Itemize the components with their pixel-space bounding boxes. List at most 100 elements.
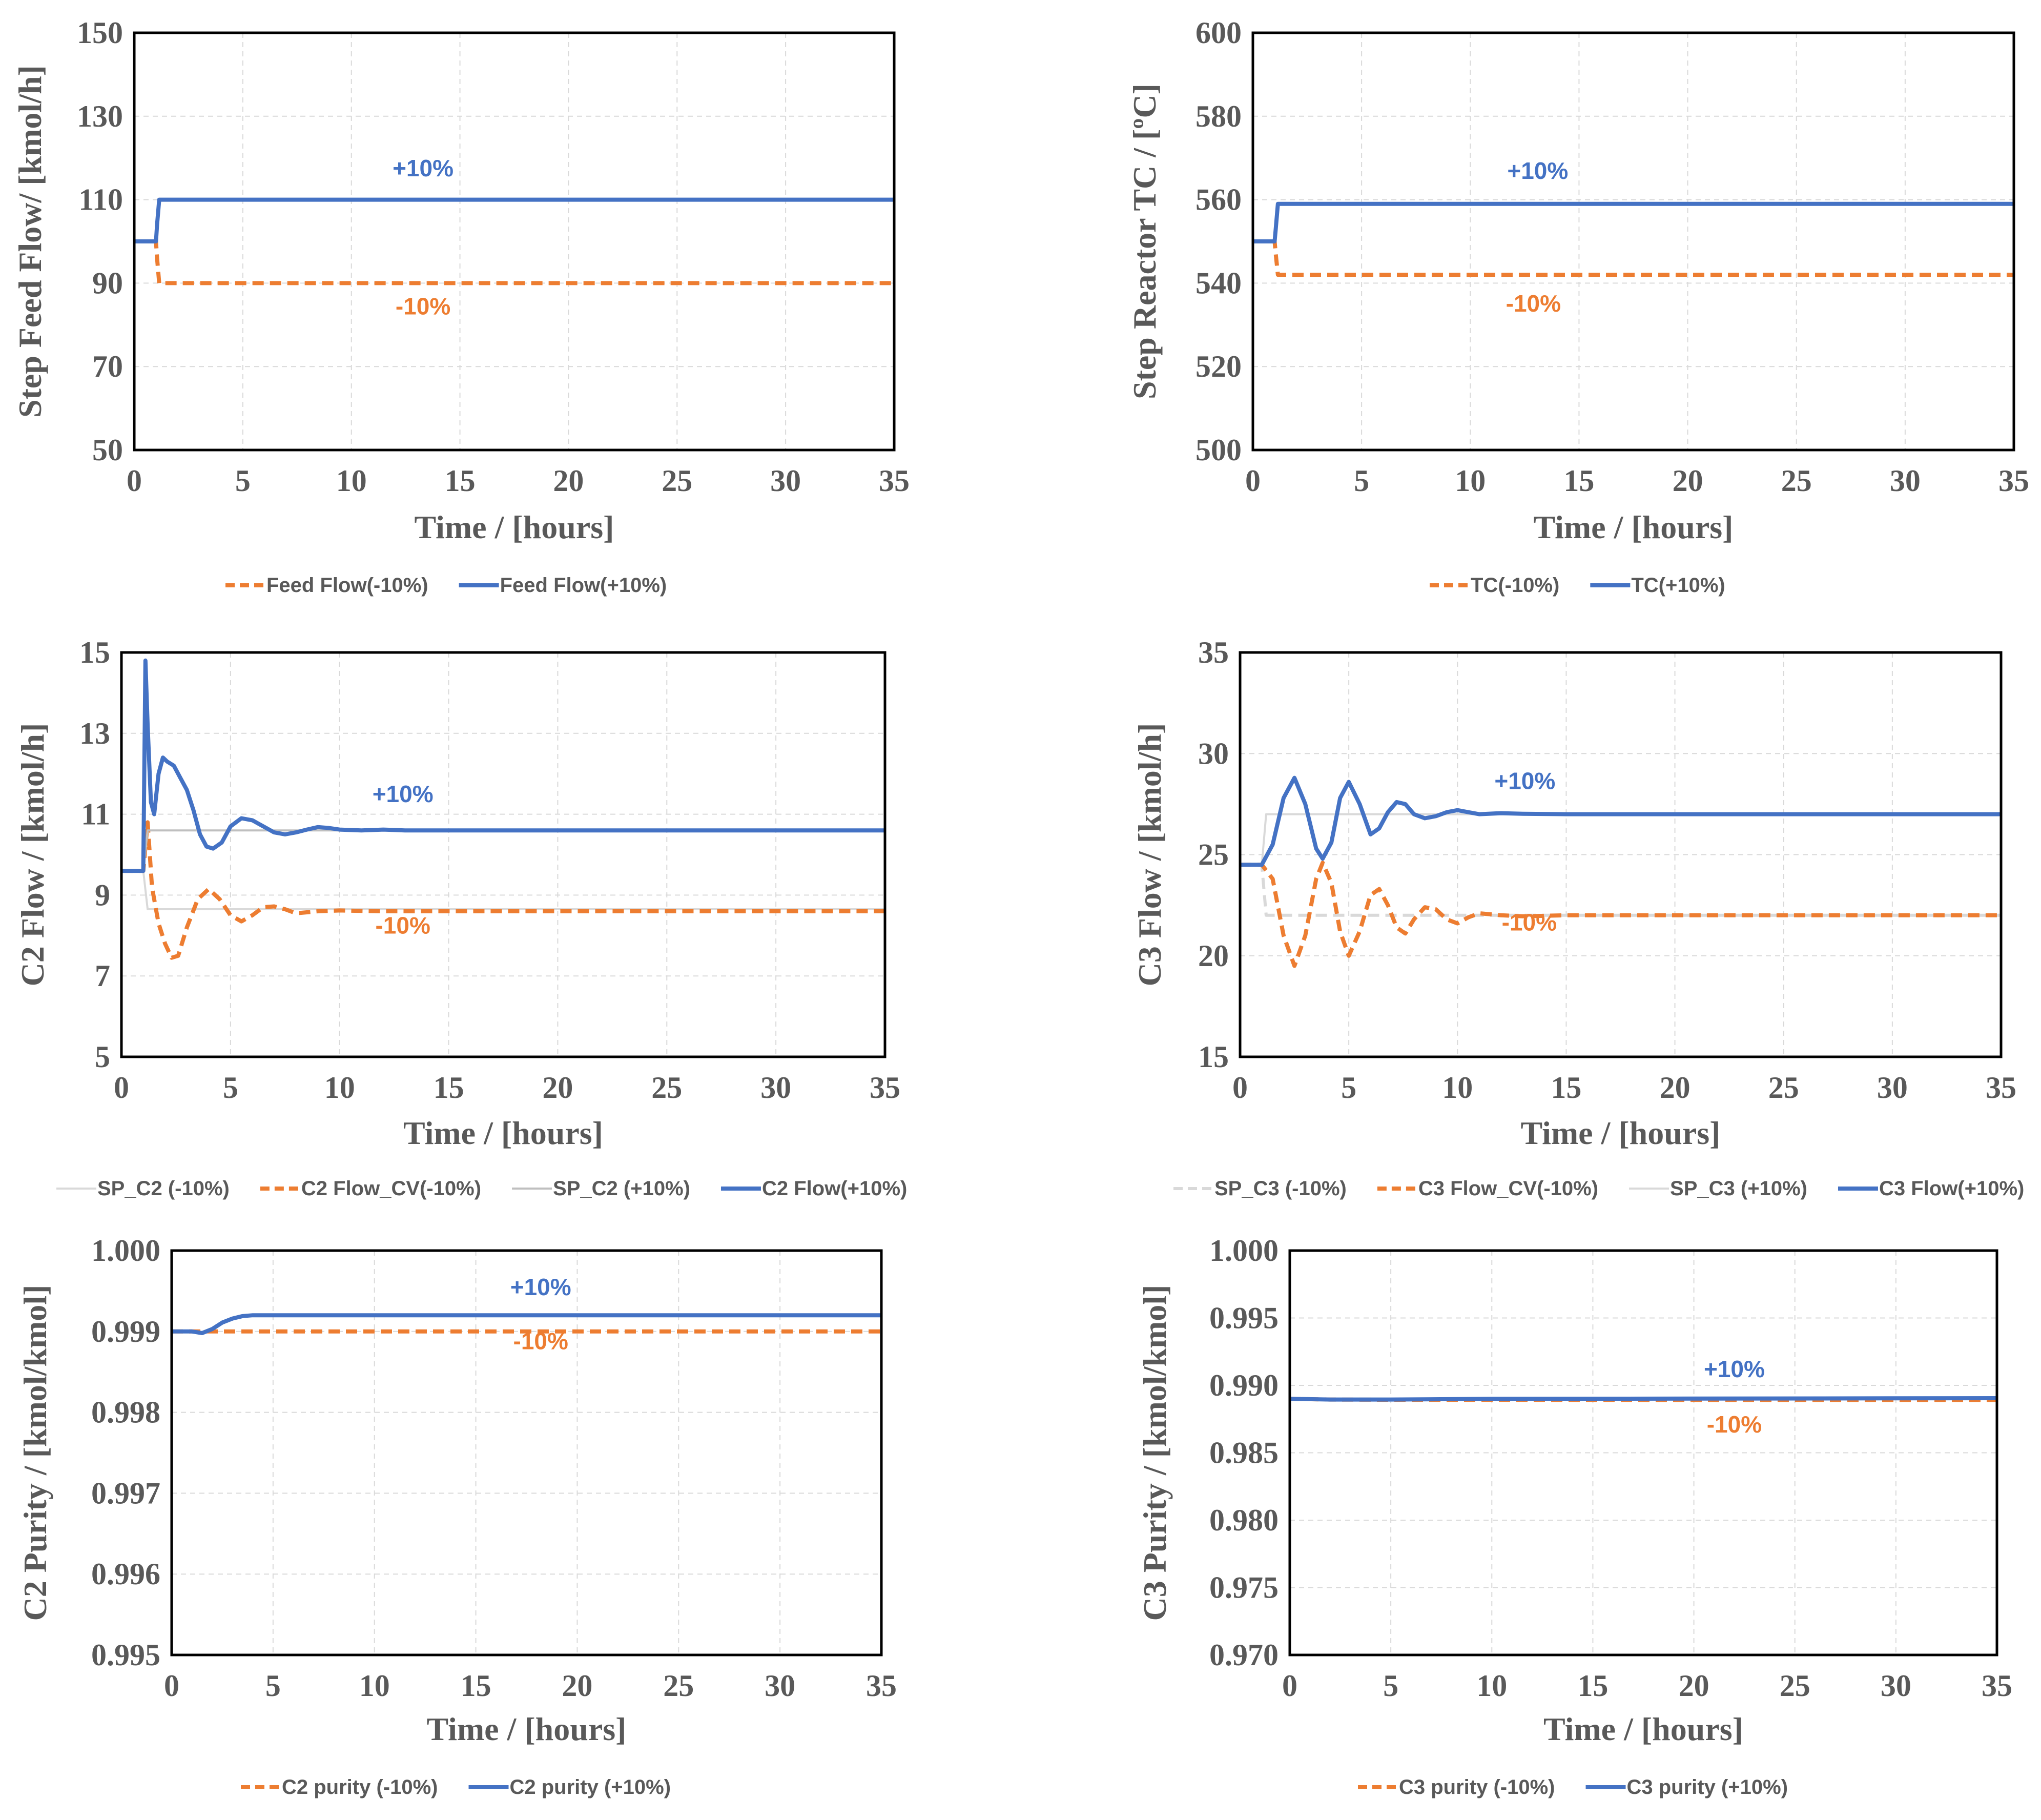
x-tick-label: 10 [359, 1669, 390, 1703]
x-axis-title: Time / [hours] [427, 1711, 627, 1747]
annotation-label: +10% [1494, 767, 1555, 794]
x-tick-label: 20 [562, 1669, 592, 1703]
x-tick-label: 30 [770, 464, 801, 498]
legend-label: TC(-10%) [1471, 574, 1559, 597]
x-tick-label: 15 [434, 1071, 464, 1105]
x-tick-label: 10 [324, 1071, 355, 1105]
legend-label: SP_C3 (+10%) [1670, 1177, 1807, 1200]
legend-label: SP_C2 (-10%) [97, 1177, 230, 1200]
x-tick-label: 0 [127, 464, 142, 498]
y-tick-label: 9 [95, 878, 110, 912]
x-tick-label: 10 [336, 464, 367, 498]
series-line-1 [1289, 1396, 1997, 1402]
y-tick-label: 520 [1195, 350, 1242, 383]
series-line-3 [1240, 775, 2001, 867]
y-tick-label: 0.997 [91, 1476, 160, 1510]
chart-c3purity: 0 5 10 15 20 25 30 35 0.970 0.975 0.980 0.985 0.990 0… [1137, 1234, 2012, 1798]
legend-label: Feed Flow(+10%) [500, 574, 667, 597]
x-tick-label: 15 [1563, 464, 1594, 498]
x-tick-label: 25 [663, 1669, 694, 1703]
y-tick-label: 50 [92, 433, 123, 467]
series-line-1 [172, 1313, 881, 1335]
series-line-1 [121, 820, 885, 960]
x-tick-label: 30 [1890, 464, 1921, 498]
legend-item: SP_C3 (+10%) [1629, 1177, 1807, 1200]
series-line-0 [1240, 863, 2001, 917]
y-tick-label: 0.975 [1209, 1571, 1279, 1605]
y-tick-label: 130 [77, 99, 123, 133]
y-tick-label: 90 [92, 266, 123, 300]
y-tick-label: 500 [1195, 433, 1242, 467]
series-line-1 [1240, 861, 2001, 968]
x-tick-label: 15 [1577, 1669, 1608, 1703]
x-tick-label: 25 [1781, 464, 1812, 498]
annotation-label: -10% [1707, 1411, 1762, 1438]
y-tick-label: 580 [1195, 99, 1242, 133]
plot-area [120, 651, 887, 1058]
x-tick-label: 15 [461, 1669, 491, 1703]
legend-item: C2 purity (+10%) [468, 1776, 671, 1798]
annotation-label: -10% [1502, 909, 1557, 935]
legend-item: SP_C2 (-10%) [56, 1177, 230, 1200]
y-axis-title: C3 Purity / [kmol/kmol] [1137, 1285, 1173, 1621]
legend-item: C2 purity (-10%) [241, 1776, 438, 1798]
y-axis-title: C3 Flow / [kmol/h] [1131, 723, 1168, 987]
x-tick-label: 15 [445, 464, 476, 498]
x-tick-label: 10 [1455, 464, 1486, 498]
x-tick-label: 15 [1551, 1071, 1581, 1105]
x-tick-label: 35 [879, 464, 910, 498]
series-line-2 [1240, 813, 2001, 866]
x-tick-label: 5 [1341, 1071, 1356, 1105]
legend-label: C3 purity (-10%) [1399, 1776, 1555, 1798]
x-tick-label: 5 [235, 464, 251, 498]
chart-tc: 0 5 10 15 20 25 30 35 500 520 540 560 580 600 Time / [… [1126, 16, 2029, 597]
y-tick-label: 0.999 [91, 1315, 160, 1348]
y-tick-label: 30 [1198, 737, 1229, 770]
annotation-label: +10% [1507, 157, 1568, 184]
y-tick-label: 0.970 [1209, 1638, 1279, 1672]
legend-item: C3 Flow_CV(-10%) [1377, 1177, 1598, 1200]
y-tick-label: 540 [1195, 266, 1242, 300]
y-tick-label: 25 [1198, 838, 1229, 872]
chart-c3flow: 0 5 10 15 20 25 30 35 15 20 25 30 35 Time / [hours] C3… [1131, 636, 2024, 1200]
chart-feed: 0 5 10 15 20 25 30 35 50 70 90 110 130 150 Time / [hou… [12, 16, 910, 597]
chart-c2purity: 0 5 10 15 20 25 30 35 0.995 0.996 0.997 0.998 0.999 1… [17, 1234, 897, 1798]
series-line-2 [121, 829, 885, 872]
y-tick-label: 600 [1195, 16, 1242, 50]
x-axis-title: Time / [hours] [1534, 509, 1734, 545]
annotation-label: +10% [373, 781, 434, 807]
x-tick-label: 35 [870, 1071, 900, 1105]
x-tick-label: 20 [1673, 464, 1703, 498]
x-tick-label: 35 [1982, 1669, 2012, 1703]
y-tick-label: 150 [77, 16, 123, 50]
legend-item: Feed Flow(-10%) [225, 574, 428, 597]
y-tick-label: 13 [79, 717, 110, 750]
legend-item: C3 Flow(+10%) [1838, 1177, 2024, 1200]
legend-label: C3 Flow_CV(-10%) [1418, 1177, 1598, 1200]
legend-item: C3 purity (-10%) [1358, 1776, 1555, 1798]
x-tick-label: 25 [651, 1071, 682, 1105]
x-tick-label: 30 [1877, 1071, 1908, 1105]
annotation-label: -10% [396, 293, 450, 319]
y-tick-label: 70 [92, 350, 123, 383]
y-tick-label: 7 [95, 959, 110, 993]
y-tick-label: 1.000 [91, 1234, 160, 1267]
y-tick-label: 5 [95, 1040, 110, 1074]
annotation-label: -10% [1506, 290, 1561, 317]
legend-item: C2 Flow(+10%) [720, 1177, 907, 1200]
y-axis-title: C2 Purity / [kmol/kmol] [17, 1285, 53, 1621]
x-tick-label: 30 [765, 1669, 795, 1703]
y-axis-title: C2 Flow / [kmol/h] [14, 723, 51, 987]
legend-label: C3 Flow(+10%) [1879, 1177, 2024, 1200]
y-tick-label: 0.996 [91, 1557, 160, 1591]
legend-label: C3 purity (+10%) [1627, 1776, 1788, 1798]
x-tick-label: 0 [1282, 1669, 1297, 1703]
x-tick-label: 35 [866, 1669, 897, 1703]
y-tick-label: 1.000 [1209, 1234, 1279, 1267]
y-axis-title: Step Reactor TC / [ºC] [1126, 84, 1163, 399]
x-axis-title: Time / [hours] [403, 1115, 603, 1151]
x-tick-label: 0 [164, 1669, 179, 1703]
x-tick-label: 0 [1245, 464, 1261, 498]
